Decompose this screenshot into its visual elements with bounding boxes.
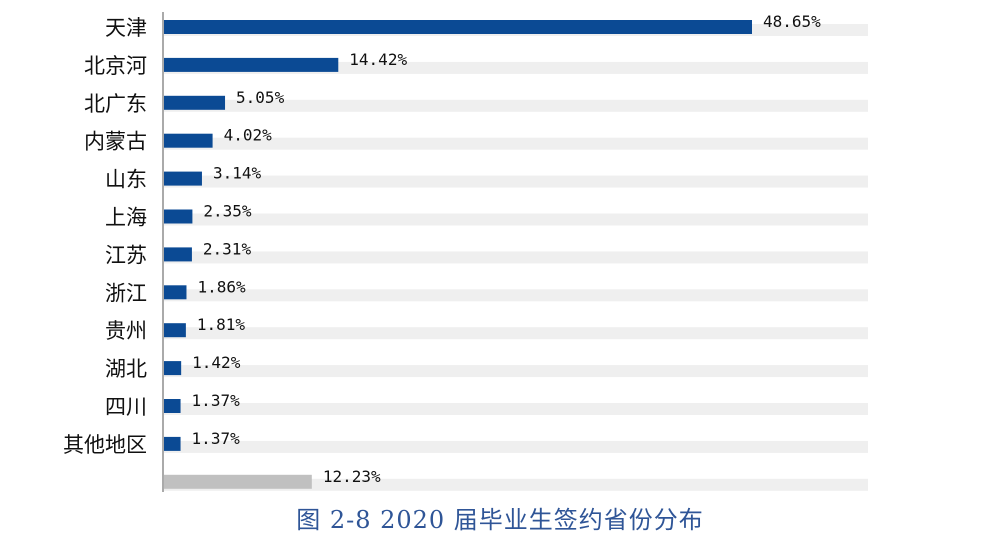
data-label: 1.86%: [197, 277, 246, 296]
bar-track: [164, 327, 868, 340]
data-label: 4.02%: [224, 126, 273, 145]
bar: [164, 361, 182, 376]
bar-track: [164, 61, 868, 74]
bar: [164, 20, 752, 34]
bar: [164, 171, 202, 186]
category-label: 其他地区: [63, 433, 147, 457]
category-label: 贵州: [105, 319, 147, 343]
category-label: 四川: [105, 395, 147, 419]
category-label: 北广东: [84, 92, 147, 116]
bar-track: [164, 478, 868, 491]
bar-track: [164, 289, 868, 302]
data-label: 2.35%: [203, 202, 252, 221]
category-label: 江苏: [105, 243, 147, 267]
data-label: 48.65%: [763, 12, 821, 31]
data-label: 2.31%: [203, 239, 252, 258]
bar: [164, 474, 312, 489]
data-label: 1.37%: [192, 429, 241, 448]
bar-track: [164, 403, 868, 415]
bar-track: [164, 213, 868, 226]
category-label: 内蒙古: [84, 130, 147, 154]
bar: [164, 57, 339, 72]
bar: [164, 436, 181, 451]
bar-track: [164, 99, 868, 112]
bar: [164, 133, 213, 148]
bar: [164, 323, 186, 338]
data-label: 5.05%: [236, 88, 285, 107]
bar: [164, 399, 181, 413]
bar-track: [164, 175, 868, 188]
bar: [164, 285, 187, 300]
category-label: 上海: [105, 206, 147, 230]
data-label: 12.23%: [323, 467, 381, 486]
data-label: 1.42%: [192, 353, 241, 372]
bar: [164, 209, 193, 224]
category-label: 浙江: [105, 281, 147, 305]
data-label: 3.14%: [213, 164, 262, 183]
data-label: 1.81%: [197, 315, 246, 334]
bar-track: [164, 440, 868, 453]
bar-track: [164, 251, 868, 264]
data-label: 14.42%: [349, 50, 407, 69]
category-label: 北京河: [84, 54, 147, 78]
category-label: 湖北: [105, 357, 147, 381]
category-label: 天津: [105, 16, 147, 40]
bar: [164, 247, 192, 262]
figure-caption: 图 2-8 2020 届毕业生签约省份分布: [296, 506, 704, 534]
bar-track: [164, 137, 868, 150]
category-label: 山东: [105, 168, 147, 192]
bar-track: [164, 365, 868, 378]
data-label: 1.37%: [192, 391, 241, 410]
bar: [164, 95, 226, 110]
